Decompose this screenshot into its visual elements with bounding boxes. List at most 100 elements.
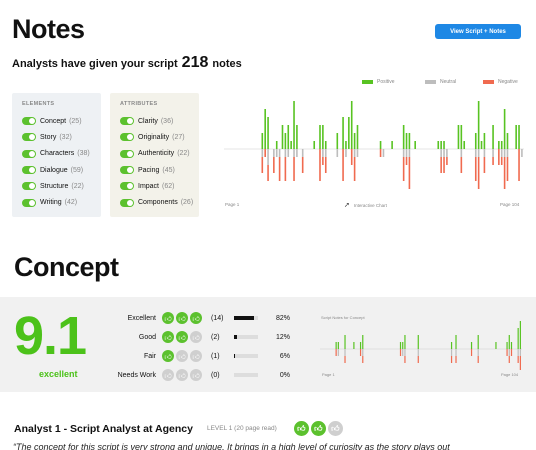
neutral-bar — [443, 149, 445, 157]
elements-toggle-dialogue[interactable]: Dialogue (59) — [22, 162, 91, 178]
toggle-switch[interactable] — [22, 149, 36, 158]
negative-bar — [359, 349, 362, 356]
neutral-bar — [417, 349, 419, 356]
positive-bar — [336, 133, 339, 149]
negative-bar — [477, 157, 480, 189]
negative-bar — [506, 349, 508, 356]
neutral-bar — [267, 149, 269, 165]
elements-toggle-structure[interactable]: Structure (22) — [22, 178, 91, 194]
toggle-switch[interactable] — [120, 133, 134, 142]
negative-bar — [261, 157, 264, 173]
rating-thumbs: 👍︎ 👍︎ 👍︎ — [162, 331, 202, 343]
neutral-bar — [382, 149, 385, 157]
toggle-count: (45) — [162, 166, 175, 174]
neutral-bar — [337, 349, 339, 356]
negative-bar — [344, 356, 346, 363]
toggle-count: (25) — [69, 117, 82, 125]
toggle-label: Components — [138, 199, 178, 207]
toggle-switch[interactable] — [120, 182, 134, 191]
toggle-switch[interactable] — [22, 133, 36, 142]
toggle-count: (62) — [162, 182, 175, 190]
elements-toggle-story[interactable]: Story (32) — [22, 129, 91, 145]
positive-bar — [405, 133, 408, 149]
negative-bar — [273, 157, 275, 173]
toggle-switch[interactable] — [22, 117, 36, 126]
positive-bar — [450, 342, 453, 349]
rating-bar — [234, 354, 258, 358]
attributes-toggle-components[interactable]: Components (26) — [120, 194, 193, 210]
negative-bar — [278, 157, 281, 181]
legend-positive: Positive — [362, 79, 395, 85]
elements-toggle-writing[interactable]: Writing (42) — [22, 194, 91, 210]
attributes-toggle-authenticity[interactable]: Authenticity (22) — [120, 146, 190, 162]
thumbs-up-icon: 👍︎ — [310, 421, 326, 436]
toggle-switch[interactable] — [120, 149, 134, 158]
positive-bar — [335, 342, 337, 349]
toggle-switch[interactable] — [120, 198, 134, 207]
positive-bar — [404, 335, 406, 349]
neutral-bar — [278, 149, 281, 157]
neutral-bar — [450, 349, 453, 356]
negative-bar — [405, 157, 408, 165]
toggle-switch[interactable] — [22, 166, 36, 175]
concept-title: Concept — [14, 252, 119, 282]
negative-bar — [470, 349, 473, 356]
negative-bar — [446, 157, 448, 165]
concept-score: 9.1 — [14, 306, 87, 366]
neutral-bar — [500, 149, 503, 157]
view-script-notes-button[interactable]: View Script + Notes — [435, 24, 521, 39]
positive-bar — [477, 101, 480, 149]
legend-label: Neutral — [440, 79, 457, 85]
negative-bar — [455, 356, 457, 363]
notes-chart[interactable] — [224, 76, 524, 211]
negative-bar — [267, 165, 269, 181]
toggle-count: (36) — [160, 117, 174, 125]
positive-bar — [463, 141, 466, 149]
positive-bar — [264, 109, 266, 149]
thumbs-up-icon: 👍︎ — [190, 350, 202, 362]
rating-thumbs: 👍︎ 👍︎ 👍︎ — [162, 369, 202, 381]
toggle-switch[interactable] — [22, 182, 36, 191]
positive-bar — [519, 321, 521, 349]
attributes-toggle-impact[interactable]: Impact (62) — [120, 178, 189, 194]
positive-bar — [498, 141, 500, 149]
positive-bar — [506, 342, 508, 349]
toggle-count: (22) — [71, 182, 84, 190]
positive-bar — [495, 342, 497, 349]
positive-bar — [508, 335, 510, 349]
chart-end-label: Page 104 — [500, 202, 520, 207]
attributes-toggle-pacing[interactable]: Pacing (45) — [120, 162, 189, 178]
toggle-label: Concept — [40, 117, 67, 125]
concept-notes-chart[interactable] — [320, 313, 522, 383]
positive-bar — [356, 125, 359, 149]
toggle-switch[interactable] — [120, 117, 134, 126]
toggle-count: (26) — [180, 199, 194, 207]
negative-bar — [399, 349, 402, 356]
attributes-toggle-clarity[interactable]: Clarity (36) — [120, 113, 189, 129]
negative-bar — [506, 157, 509, 181]
negative-bar — [518, 149, 520, 181]
neutral-bar — [293, 149, 295, 157]
positive-bar — [379, 141, 382, 149]
elements-heading: ELEMENTS — [22, 101, 55, 107]
elements-toggle-characters[interactable]: Characters (38) — [22, 146, 91, 162]
rating-bar — [234, 335, 258, 339]
positive-bar — [353, 342, 355, 349]
elements-toggle-concept[interactable]: Concept (25) — [22, 113, 91, 129]
negative-bar — [264, 149, 266, 157]
neutral-bar — [508, 349, 510, 356]
toggle-label: Authenticity — [138, 150, 175, 158]
negative-bar — [483, 157, 486, 173]
toggle-switch[interactable] — [120, 166, 134, 175]
neutral-bar — [474, 149, 477, 157]
legend-neutral: Neutral — [425, 79, 456, 85]
toggle-label: Clarity — [138, 117, 158, 125]
analyst-level: LEVEL 1 (20 page read) — [206, 425, 277, 432]
attributes-toggle-originality[interactable]: Originality (27) — [120, 129, 189, 145]
thumbs-up-icon: 👍︎ — [162, 350, 174, 362]
positive-bar — [293, 101, 295, 149]
toggle-switch[interactable] — [22, 198, 36, 207]
positive-bar — [500, 141, 503, 149]
positive-bar — [408, 133, 411, 149]
rating-bar — [234, 316, 258, 320]
